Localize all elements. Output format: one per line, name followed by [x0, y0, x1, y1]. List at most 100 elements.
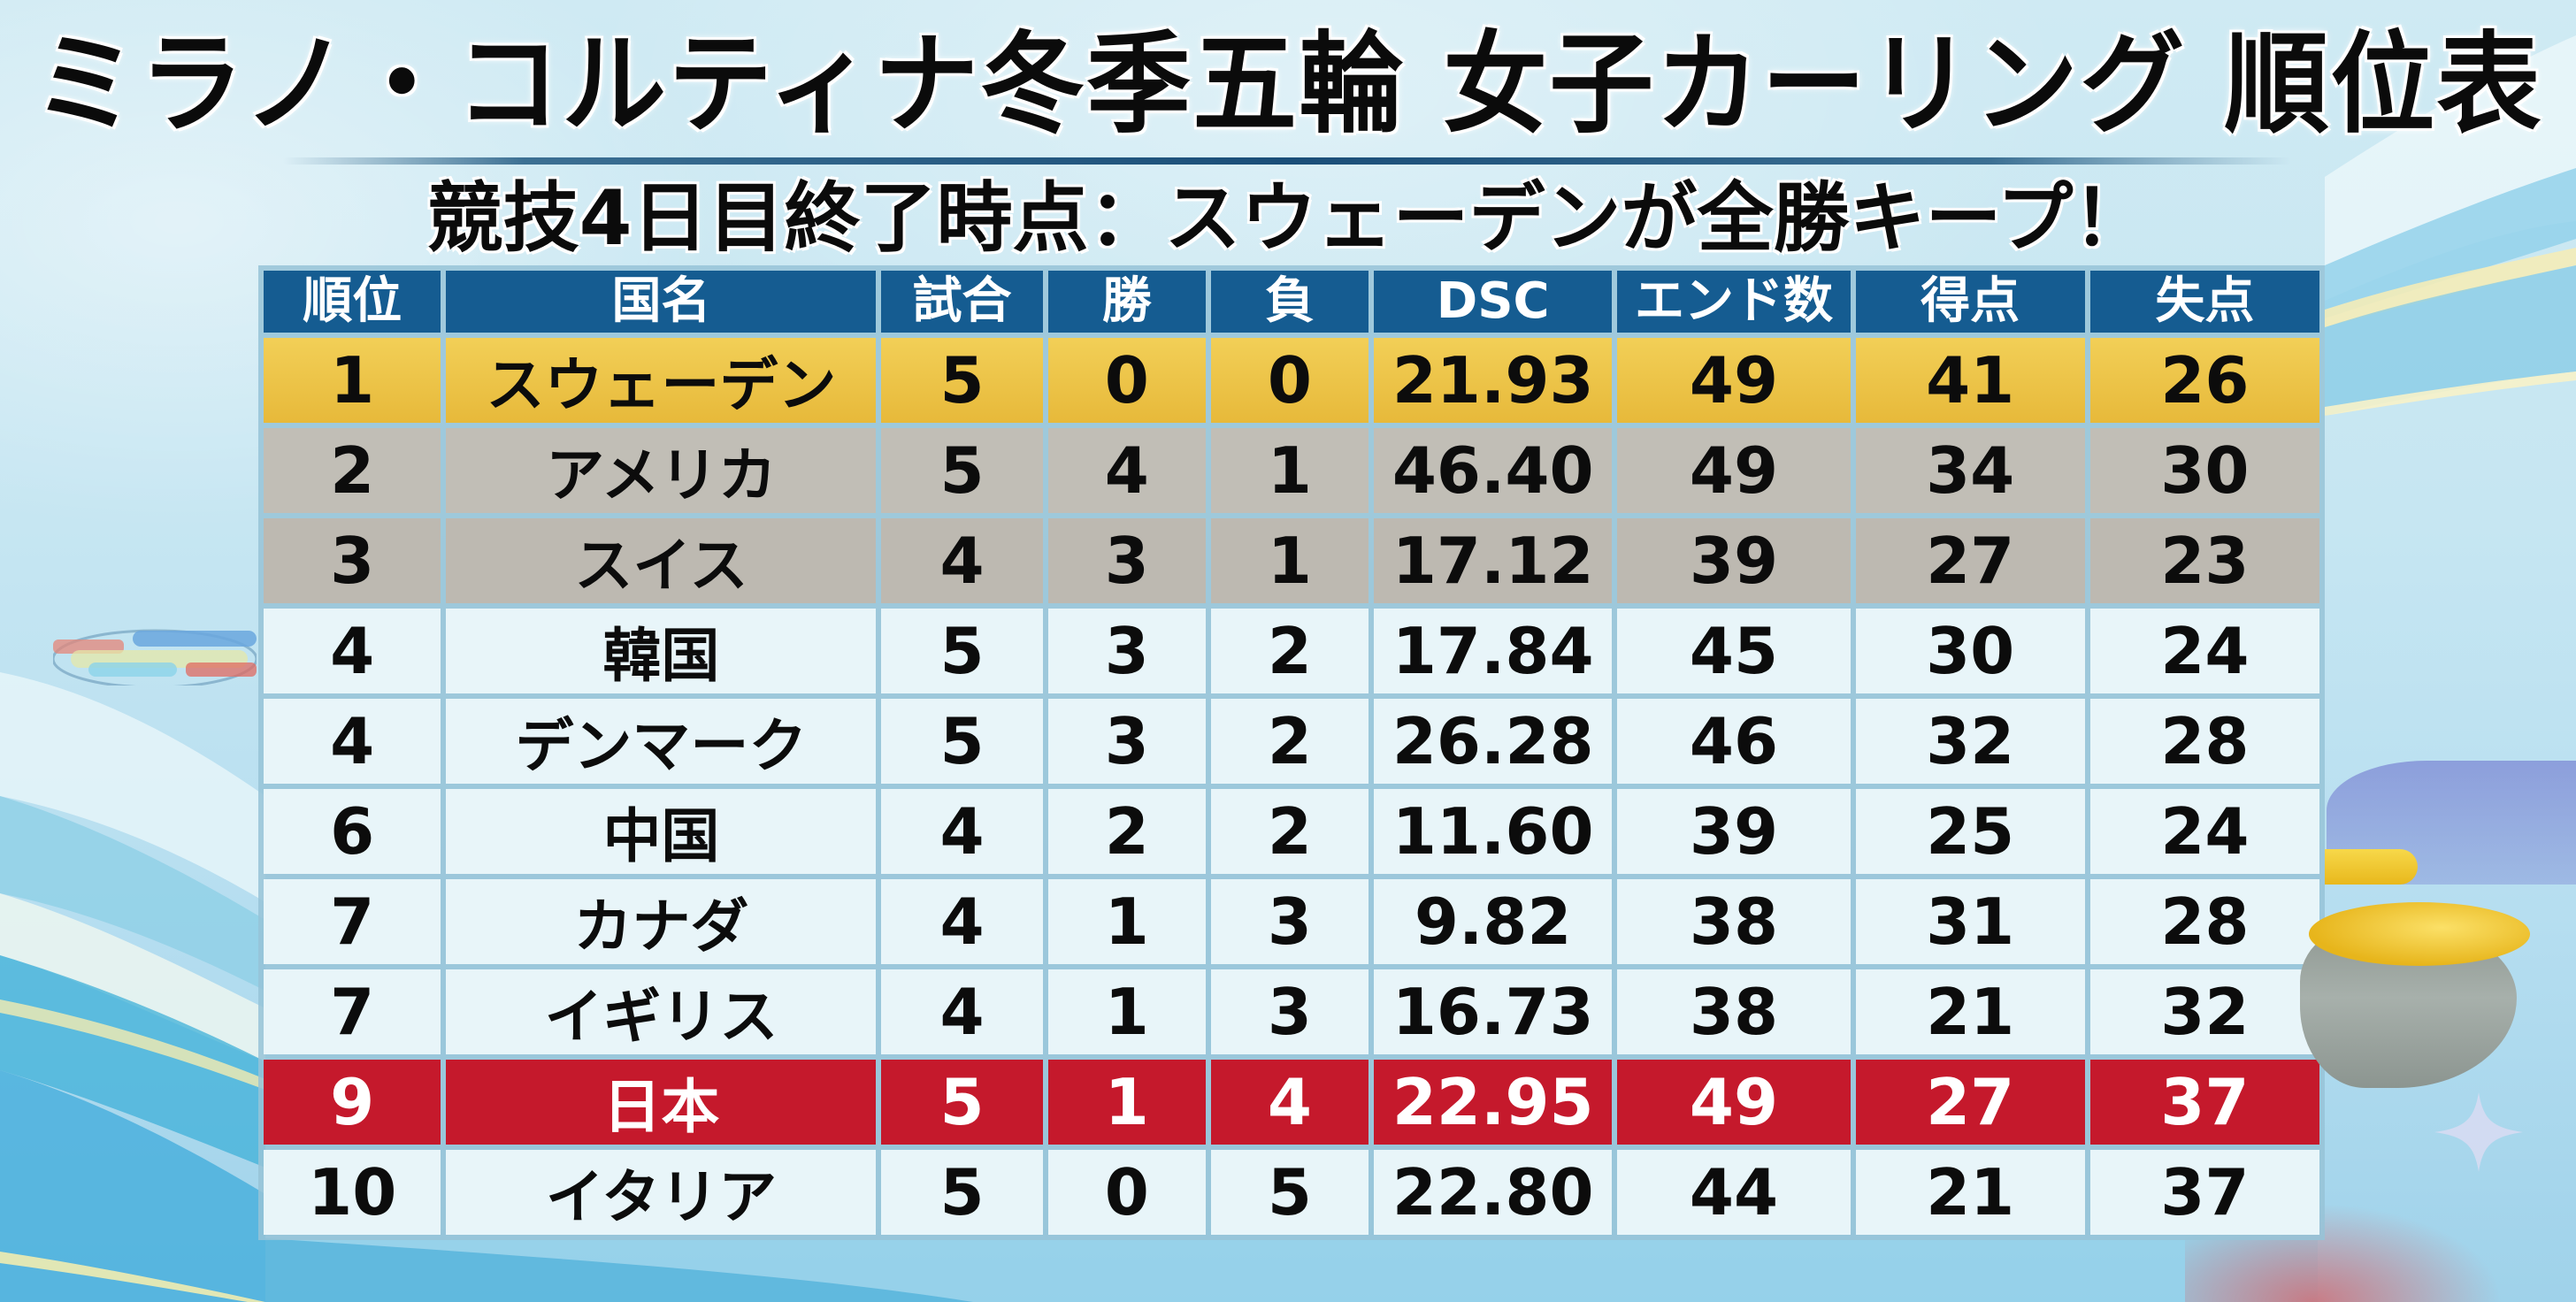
- points-for-cell: 25: [1855, 789, 2085, 874]
- games-cell: 5: [881, 1150, 1043, 1235]
- points-for-cell: 31: [1855, 879, 2085, 964]
- games-cell: 5: [881, 338, 1043, 423]
- curling-stone-handle: [2325, 849, 2418, 885]
- ends-cell: 49: [1617, 1060, 1851, 1145]
- points-against-cell: 23: [2089, 518, 2319, 603]
- rank-cell: 10: [264, 1150, 441, 1235]
- wins-cell: 1: [1047, 969, 1206, 1054]
- wins-cell: 3: [1047, 699, 1206, 784]
- losses-cell: 2: [1210, 699, 1369, 784]
- country-cell: デンマーク: [446, 699, 877, 784]
- games-cell: 4: [881, 789, 1043, 874]
- points-against-cell: 37: [2089, 1060, 2319, 1145]
- losses-cell: 5: [1210, 1150, 1369, 1235]
- losses-cell: 1: [1210, 428, 1369, 513]
- points-for-cell: 21: [1855, 1150, 2085, 1235]
- dsc-cell: 22.95: [1374, 1060, 1613, 1145]
- wins-cell: 1: [1047, 1060, 1206, 1145]
- wins-cell: 3: [1047, 609, 1206, 693]
- ends-cell: 49: [1617, 338, 1851, 423]
- games-cell: 5: [881, 609, 1043, 693]
- column-header-points-against: 失点: [2089, 271, 2319, 333]
- games-cell: 5: [881, 1060, 1043, 1145]
- column-header-dsc: DSC: [1374, 271, 1613, 333]
- ends-cell: 39: [1617, 789, 1851, 874]
- column-header-games: 試合: [881, 271, 1043, 333]
- country-cell: イギリス: [446, 969, 877, 1054]
- table-row: 1 スウェーデン 5 0 0 21.93 49 41 26: [264, 338, 2319, 423]
- points-for-cell: 30: [1855, 609, 2085, 693]
- rank-cell: 1: [264, 338, 441, 423]
- dsc-cell: 46.40: [1374, 428, 1613, 513]
- games-cell: 5: [881, 699, 1043, 784]
- ends-cell: 38: [1617, 969, 1851, 1054]
- dsc-cell: 9.82: [1374, 879, 1613, 964]
- games-cell: 4: [881, 969, 1043, 1054]
- column-header-wins: 勝: [1047, 271, 1206, 333]
- points-against-cell: 24: [2089, 789, 2319, 874]
- table-row: 6 中国 4 2 2 11.60 39 25 24: [264, 789, 2319, 874]
- wins-cell: 1: [1047, 879, 1206, 964]
- table-row: 10 イタリア 5 0 5 22.80 44 21 37: [264, 1150, 2319, 1235]
- losses-cell: 1: [1210, 518, 1369, 603]
- dsc-cell: 16.73: [1374, 969, 1613, 1054]
- dsc-cell: 11.60: [1374, 789, 1613, 874]
- games-cell: 4: [881, 518, 1043, 603]
- losses-cell: 2: [1210, 789, 1369, 874]
- column-header-rank: 順位: [264, 271, 441, 333]
- ends-cell: 45: [1617, 609, 1851, 693]
- ice-rink-band: [2327, 761, 2576, 885]
- curling-stone-body: [2300, 924, 2517, 1088]
- country-cell: 日本: [446, 1060, 877, 1145]
- table-row: 3 スイス 4 3 1 17.12 39 27 23: [264, 518, 2319, 603]
- rank-cell: 3: [264, 518, 441, 603]
- country-cell: スイス: [446, 518, 877, 603]
- dsc-cell: 21.93: [1374, 338, 1613, 423]
- table-row: 4 デンマーク 5 3 2 26.28 46 32 28: [264, 699, 2319, 784]
- dsc-cell: 26.28: [1374, 699, 1613, 784]
- table-row: 2 アメリカ 5 4 1 46.40 49 34 30: [264, 428, 2319, 513]
- points-for-cell: 27: [1855, 1060, 2085, 1145]
- rank-cell: 9: [264, 1060, 441, 1145]
- wins-cell: 4: [1047, 428, 1206, 513]
- points-against-cell: 30: [2089, 428, 2319, 513]
- ends-cell: 49: [1617, 428, 1851, 513]
- losses-cell: 3: [1210, 879, 1369, 964]
- column-header-losses: 負: [1210, 271, 1369, 333]
- losses-cell: 2: [1210, 609, 1369, 693]
- ends-cell: 44: [1617, 1150, 1851, 1235]
- rank-cell: 2: [264, 428, 441, 513]
- country-cell: 韓国: [446, 609, 877, 693]
- points-against-cell: 37: [2089, 1150, 2319, 1235]
- rank-cell: 7: [264, 879, 441, 964]
- country-cell: アメリカ: [446, 428, 877, 513]
- table-row: 7 カナダ 4 1 3 9.82 38 31 28: [264, 879, 2319, 964]
- losses-cell: 3: [1210, 969, 1369, 1054]
- rank-cell: 6: [264, 789, 441, 874]
- page-subtitle: 競技4日目終了時点：スウェーデンが全勝キープ！: [426, 174, 2150, 263]
- curling-house-decoration: [53, 629, 257, 685]
- page-title: ミラノ・コルティナ冬季五輪 女子カーリング 順位表: [33, 19, 2543, 149]
- column-header-country: 国名: [446, 271, 877, 333]
- losses-cell: 4: [1210, 1060, 1369, 1145]
- rank-cell: 4: [264, 699, 441, 784]
- title-divider: [283, 157, 2291, 165]
- dsc-cell: 22.80: [1374, 1150, 1613, 1235]
- wins-cell: 0: [1047, 338, 1206, 423]
- ends-cell: 38: [1617, 879, 1851, 964]
- table-row: 7 イギリス 4 1 3 16.73 38 21 32: [264, 969, 2319, 1054]
- losses-cell: 0: [1210, 338, 1369, 423]
- games-cell: 4: [881, 879, 1043, 964]
- points-against-cell: 28: [2089, 699, 2319, 784]
- column-header-points-for: 得点: [1855, 271, 2085, 333]
- rank-cell: 4: [264, 609, 441, 693]
- ends-cell: 39: [1617, 518, 1851, 603]
- country-cell: スウェーデン: [446, 338, 877, 423]
- country-cell: カナダ: [446, 879, 877, 964]
- points-for-cell: 32: [1855, 699, 2085, 784]
- points-for-cell: 34: [1855, 428, 2085, 513]
- points-for-cell: 41: [1855, 338, 2085, 423]
- dsc-cell: 17.12: [1374, 518, 1613, 603]
- dsc-cell: 17.84: [1374, 609, 1613, 693]
- points-for-cell: 27: [1855, 518, 2085, 603]
